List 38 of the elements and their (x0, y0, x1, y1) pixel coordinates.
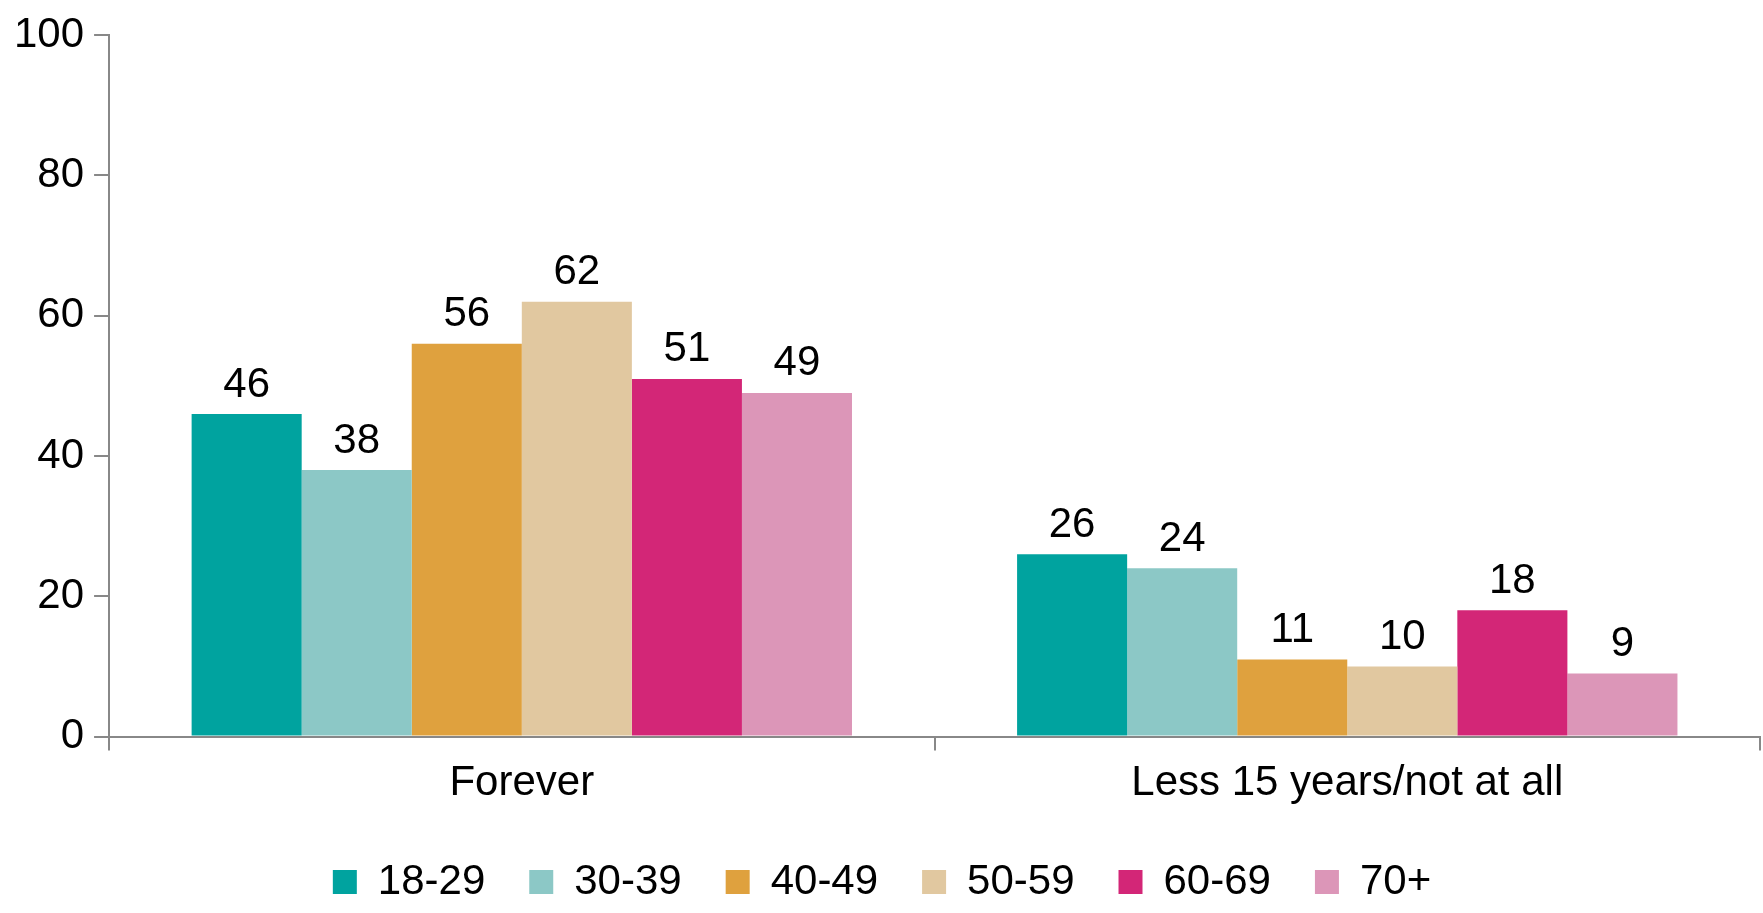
bar (301, 470, 412, 736)
bar (1237, 659, 1348, 736)
y-tick-label: 80 (37, 149, 85, 197)
legend-label: 40-49 (770, 855, 879, 903)
bar (1567, 673, 1678, 736)
legend-label: 30-39 (574, 855, 682, 903)
data-label: 18 (1489, 554, 1536, 602)
bar (1347, 666, 1458, 736)
data-label: 24 (1158, 512, 1206, 560)
bar (741, 392, 852, 736)
data-label: 62 (553, 246, 601, 294)
data-label: 56 (443, 288, 491, 336)
data-label: 38 (333, 414, 381, 462)
y-tick-label: 40 (37, 429, 85, 477)
bar (1127, 568, 1238, 736)
bar (1457, 610, 1568, 736)
x-tick-label: Less 15 years/not at all (1131, 757, 1564, 805)
bar (631, 378, 742, 736)
y-tick-label: 20 (37, 569, 85, 617)
bar (411, 343, 522, 736)
data-label: 9 (1610, 618, 1635, 666)
bar (521, 301, 632, 736)
bar (191, 413, 302, 736)
data-label: 51 (663, 323, 711, 371)
data-label: 49 (773, 337, 821, 385)
y-tick-label: 100 (14, 8, 85, 56)
data-label: 10 (1378, 611, 1426, 659)
legend-label: 70+ (1359, 855, 1432, 903)
legend-label: 50-59 (967, 855, 1075, 903)
x-tick-label: Forever (449, 757, 595, 805)
data-label: 46 (223, 358, 271, 406)
bar (1017, 554, 1128, 736)
data-label: 11 (1270, 604, 1315, 652)
data-label: 26 (1048, 498, 1096, 546)
legend-label: 18-29 (377, 855, 486, 903)
legend-label: 60-69 (1163, 855, 1271, 903)
y-tick-label: 0 (60, 710, 85, 758)
y-tick-label: 60 (37, 289, 85, 337)
